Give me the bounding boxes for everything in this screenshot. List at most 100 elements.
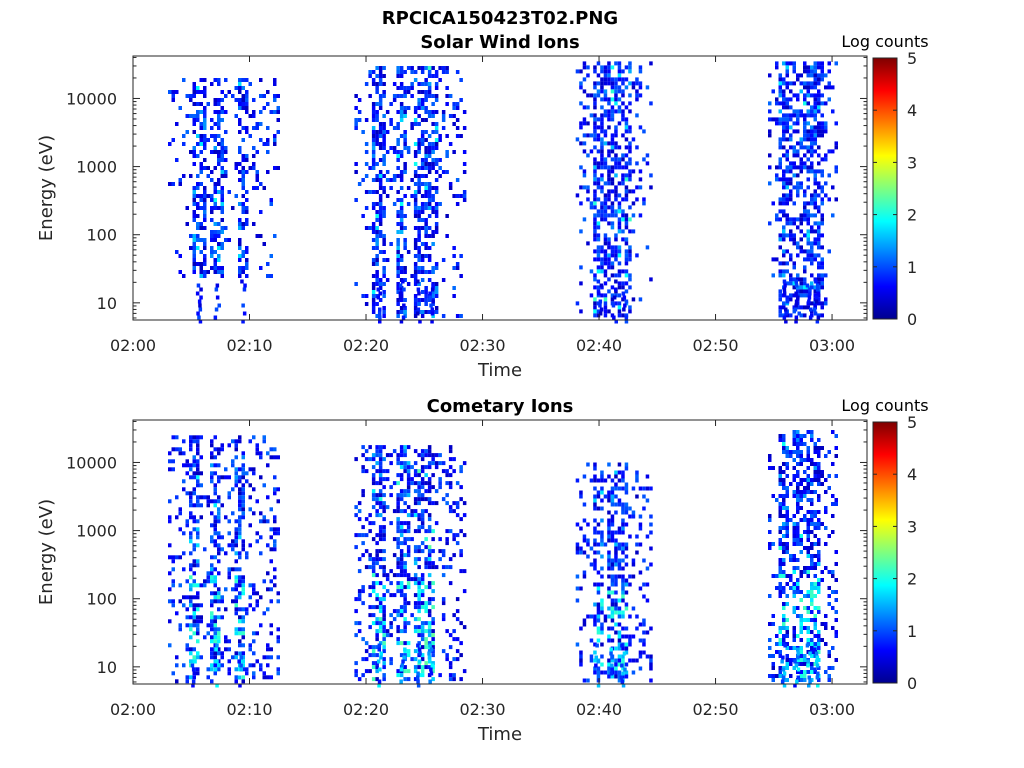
heatmap-cell [214, 307, 219, 312]
heatmap-cell [364, 142, 369, 146]
heatmap-cell [792, 606, 796, 610]
heatmap-cell [217, 270, 221, 274]
colorbar-tick-label: 1 [907, 258, 917, 277]
heatmap-cell [199, 162, 203, 166]
heatmap-cell [782, 498, 786, 502]
heatmap-cell [820, 125, 824, 130]
heatmap-cell [399, 641, 404, 646]
heatmap-cell [803, 69, 807, 74]
heatmap-cell [820, 169, 824, 174]
heatmap-cell [371, 206, 376, 210]
heatmap-cell [199, 198, 203, 202]
heatmap-cell [789, 662, 793, 666]
heatmap-cell [191, 679, 196, 684]
heatmap-cell [238, 178, 242, 182]
heatmap-cell [248, 114, 252, 118]
heatmap-cell [382, 266, 386, 270]
heatmap-cell [617, 253, 622, 258]
heatmap-cell [403, 601, 407, 606]
heatmap-cell [389, 242, 393, 246]
heatmap-cell [610, 221, 615, 226]
heatmap-cell [624, 674, 629, 679]
heatmap-cell [617, 598, 622, 603]
heatmap-cell [427, 501, 432, 506]
heatmap-cell [817, 105, 821, 110]
heatmap-cell [213, 138, 217, 142]
heatmap-cell [427, 545, 432, 550]
heatmap-cell [255, 451, 259, 456]
heatmap-cell [607, 117, 611, 122]
heatmap-cell [417, 481, 421, 486]
heatmap-cell [614, 89, 618, 94]
y-axis-label: Energy (eV) [36, 499, 57, 605]
heatmap-cell [399, 605, 404, 610]
heatmap-cell [196, 459, 200, 464]
heatmap-cell [817, 101, 821, 106]
heatmap-cell [178, 511, 182, 516]
heatmap-cell [203, 86, 207, 90]
heatmap-cell [210, 591, 214, 596]
heatmap-cell [413, 238, 418, 242]
heatmap-cell [427, 633, 432, 638]
heatmap-cell [241, 270, 245, 274]
heatmap-cell [185, 615, 189, 620]
heatmap-cell [600, 89, 604, 94]
heatmap-cell [792, 514, 796, 518]
heatmap-cell [607, 614, 611, 619]
heatmap-cell [189, 531, 193, 536]
heatmap-cell [814, 279, 818, 284]
heatmap-cell [621, 478, 625, 483]
heatmap-cell [600, 113, 604, 118]
heatmap-cell [621, 546, 625, 551]
heatmap-cell [203, 186, 207, 190]
heatmap-cell [778, 506, 782, 510]
heatmap-cell [238, 551, 242, 556]
heatmap-cell [431, 142, 435, 146]
heatmap-cell [780, 679, 785, 684]
heatmap-cell [784, 311, 788, 316]
heatmap-cell [245, 218, 249, 222]
heatmap-cell [241, 170, 245, 174]
heatmap-cell [768, 646, 772, 650]
x-tick-label: 02:20 [343, 700, 389, 719]
heatmap-cell [266, 647, 270, 652]
heatmap-cell [399, 509, 404, 514]
heatmap-cell [371, 106, 376, 110]
heatmap-cell [396, 198, 400, 202]
heatmap-cell [224, 475, 228, 480]
heatmap-cell [203, 214, 207, 218]
heatmap-cell [252, 639, 256, 644]
heatmap-cell [269, 507, 273, 512]
heatmap-cell [631, 213, 636, 218]
heatmap-cell [224, 607, 228, 612]
heatmap-cell [782, 486, 786, 490]
heatmap-cell [785, 221, 789, 226]
heatmap-cell [382, 130, 386, 134]
heatmap-cell [406, 585, 411, 590]
heatmap-cell [417, 565, 421, 570]
heatmap-cell [586, 73, 590, 78]
heatmap-cell [806, 157, 810, 162]
heatmap-cell [382, 134, 386, 138]
heatmap-cell [196, 311, 200, 316]
heatmap-cell [445, 469, 449, 474]
heatmap-cell [785, 466, 789, 470]
heatmap-cell [252, 651, 256, 656]
heatmap-cell [403, 170, 407, 174]
heatmap-cell [413, 254, 418, 258]
heatmap-cell [234, 439, 238, 444]
heatmap-cell [427, 581, 432, 586]
heatmap-cell [424, 557, 428, 562]
heatmap-cell [586, 614, 590, 619]
heatmap-cell [445, 102, 449, 106]
y-tick-label: 10 [97, 658, 117, 677]
heatmap-cell [789, 133, 793, 138]
heatmap-cell [771, 678, 775, 682]
heatmap-cell [252, 631, 256, 636]
heatmap-cell [792, 590, 796, 594]
heatmap-cell [241, 539, 245, 544]
heatmap-cell [368, 553, 372, 558]
heatmap-cell [768, 109, 772, 114]
heatmap-cell [266, 495, 270, 500]
heatmap-cell [424, 529, 428, 534]
